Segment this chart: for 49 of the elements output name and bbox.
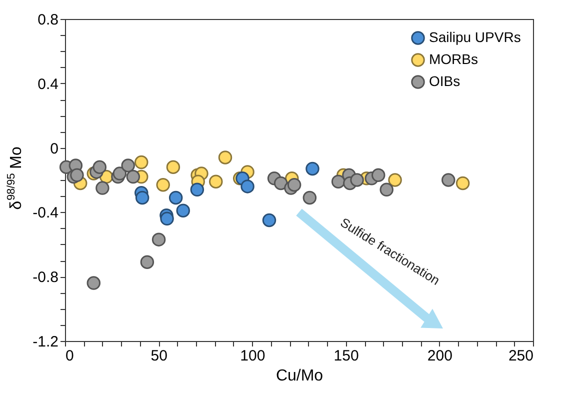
y-tick-label: -0.8 bbox=[32, 269, 58, 286]
y-tick-label: 0.8 bbox=[38, 12, 58, 28]
point bbox=[388, 173, 402, 187]
point bbox=[218, 150, 232, 164]
point bbox=[306, 162, 320, 176]
point bbox=[190, 182, 204, 197]
y-axis-title: δ98/95Mo bbox=[5, 146, 25, 210]
point bbox=[168, 190, 183, 205]
point bbox=[380, 182, 394, 197]
point bbox=[350, 173, 364, 187]
point bbox=[442, 173, 456, 187]
y-tick-label: -0.4 bbox=[32, 204, 58, 222]
point bbox=[86, 276, 101, 290]
legend-label: Sailipu UPVRs bbox=[429, 29, 521, 45]
x-tick-label: 150 bbox=[334, 348, 359, 364]
x-tick-label: 50 bbox=[150, 348, 168, 364]
point bbox=[274, 176, 288, 190]
point bbox=[240, 180, 254, 194]
legend-label: OIBs bbox=[429, 73, 460, 89]
point bbox=[126, 170, 140, 184]
x-tick-label: 200 bbox=[427, 348, 452, 364]
point bbox=[121, 158, 135, 172]
y-tick-label: 0 bbox=[50, 140, 58, 158]
y-tick-label: 0.4 bbox=[38, 76, 58, 93]
point bbox=[262, 213, 276, 228]
point bbox=[160, 212, 174, 226]
x-tick-label: 0 bbox=[66, 348, 74, 364]
point bbox=[140, 255, 154, 269]
x-tick-label: 100 bbox=[240, 348, 266, 364]
point bbox=[331, 174, 346, 188]
point bbox=[92, 160, 107, 174]
y-tick-label: -1.2 bbox=[32, 334, 58, 350]
point bbox=[134, 155, 148, 170]
point bbox=[287, 178, 302, 192]
point bbox=[166, 160, 180, 174]
point bbox=[209, 174, 223, 188]
x-tick-label: 250 bbox=[508, 348, 534, 364]
point bbox=[70, 168, 84, 182]
point bbox=[152, 232, 166, 246]
x-axis-title: Cu/Mo bbox=[276, 368, 324, 384]
point bbox=[96, 181, 110, 195]
point bbox=[156, 178, 170, 192]
point bbox=[456, 176, 470, 190]
point bbox=[112, 166, 127, 180]
point bbox=[302, 190, 317, 205]
point bbox=[372, 168, 386, 182]
point bbox=[135, 190, 150, 205]
point bbox=[176, 204, 190, 218]
legend-label: MORBs bbox=[429, 51, 478, 67]
